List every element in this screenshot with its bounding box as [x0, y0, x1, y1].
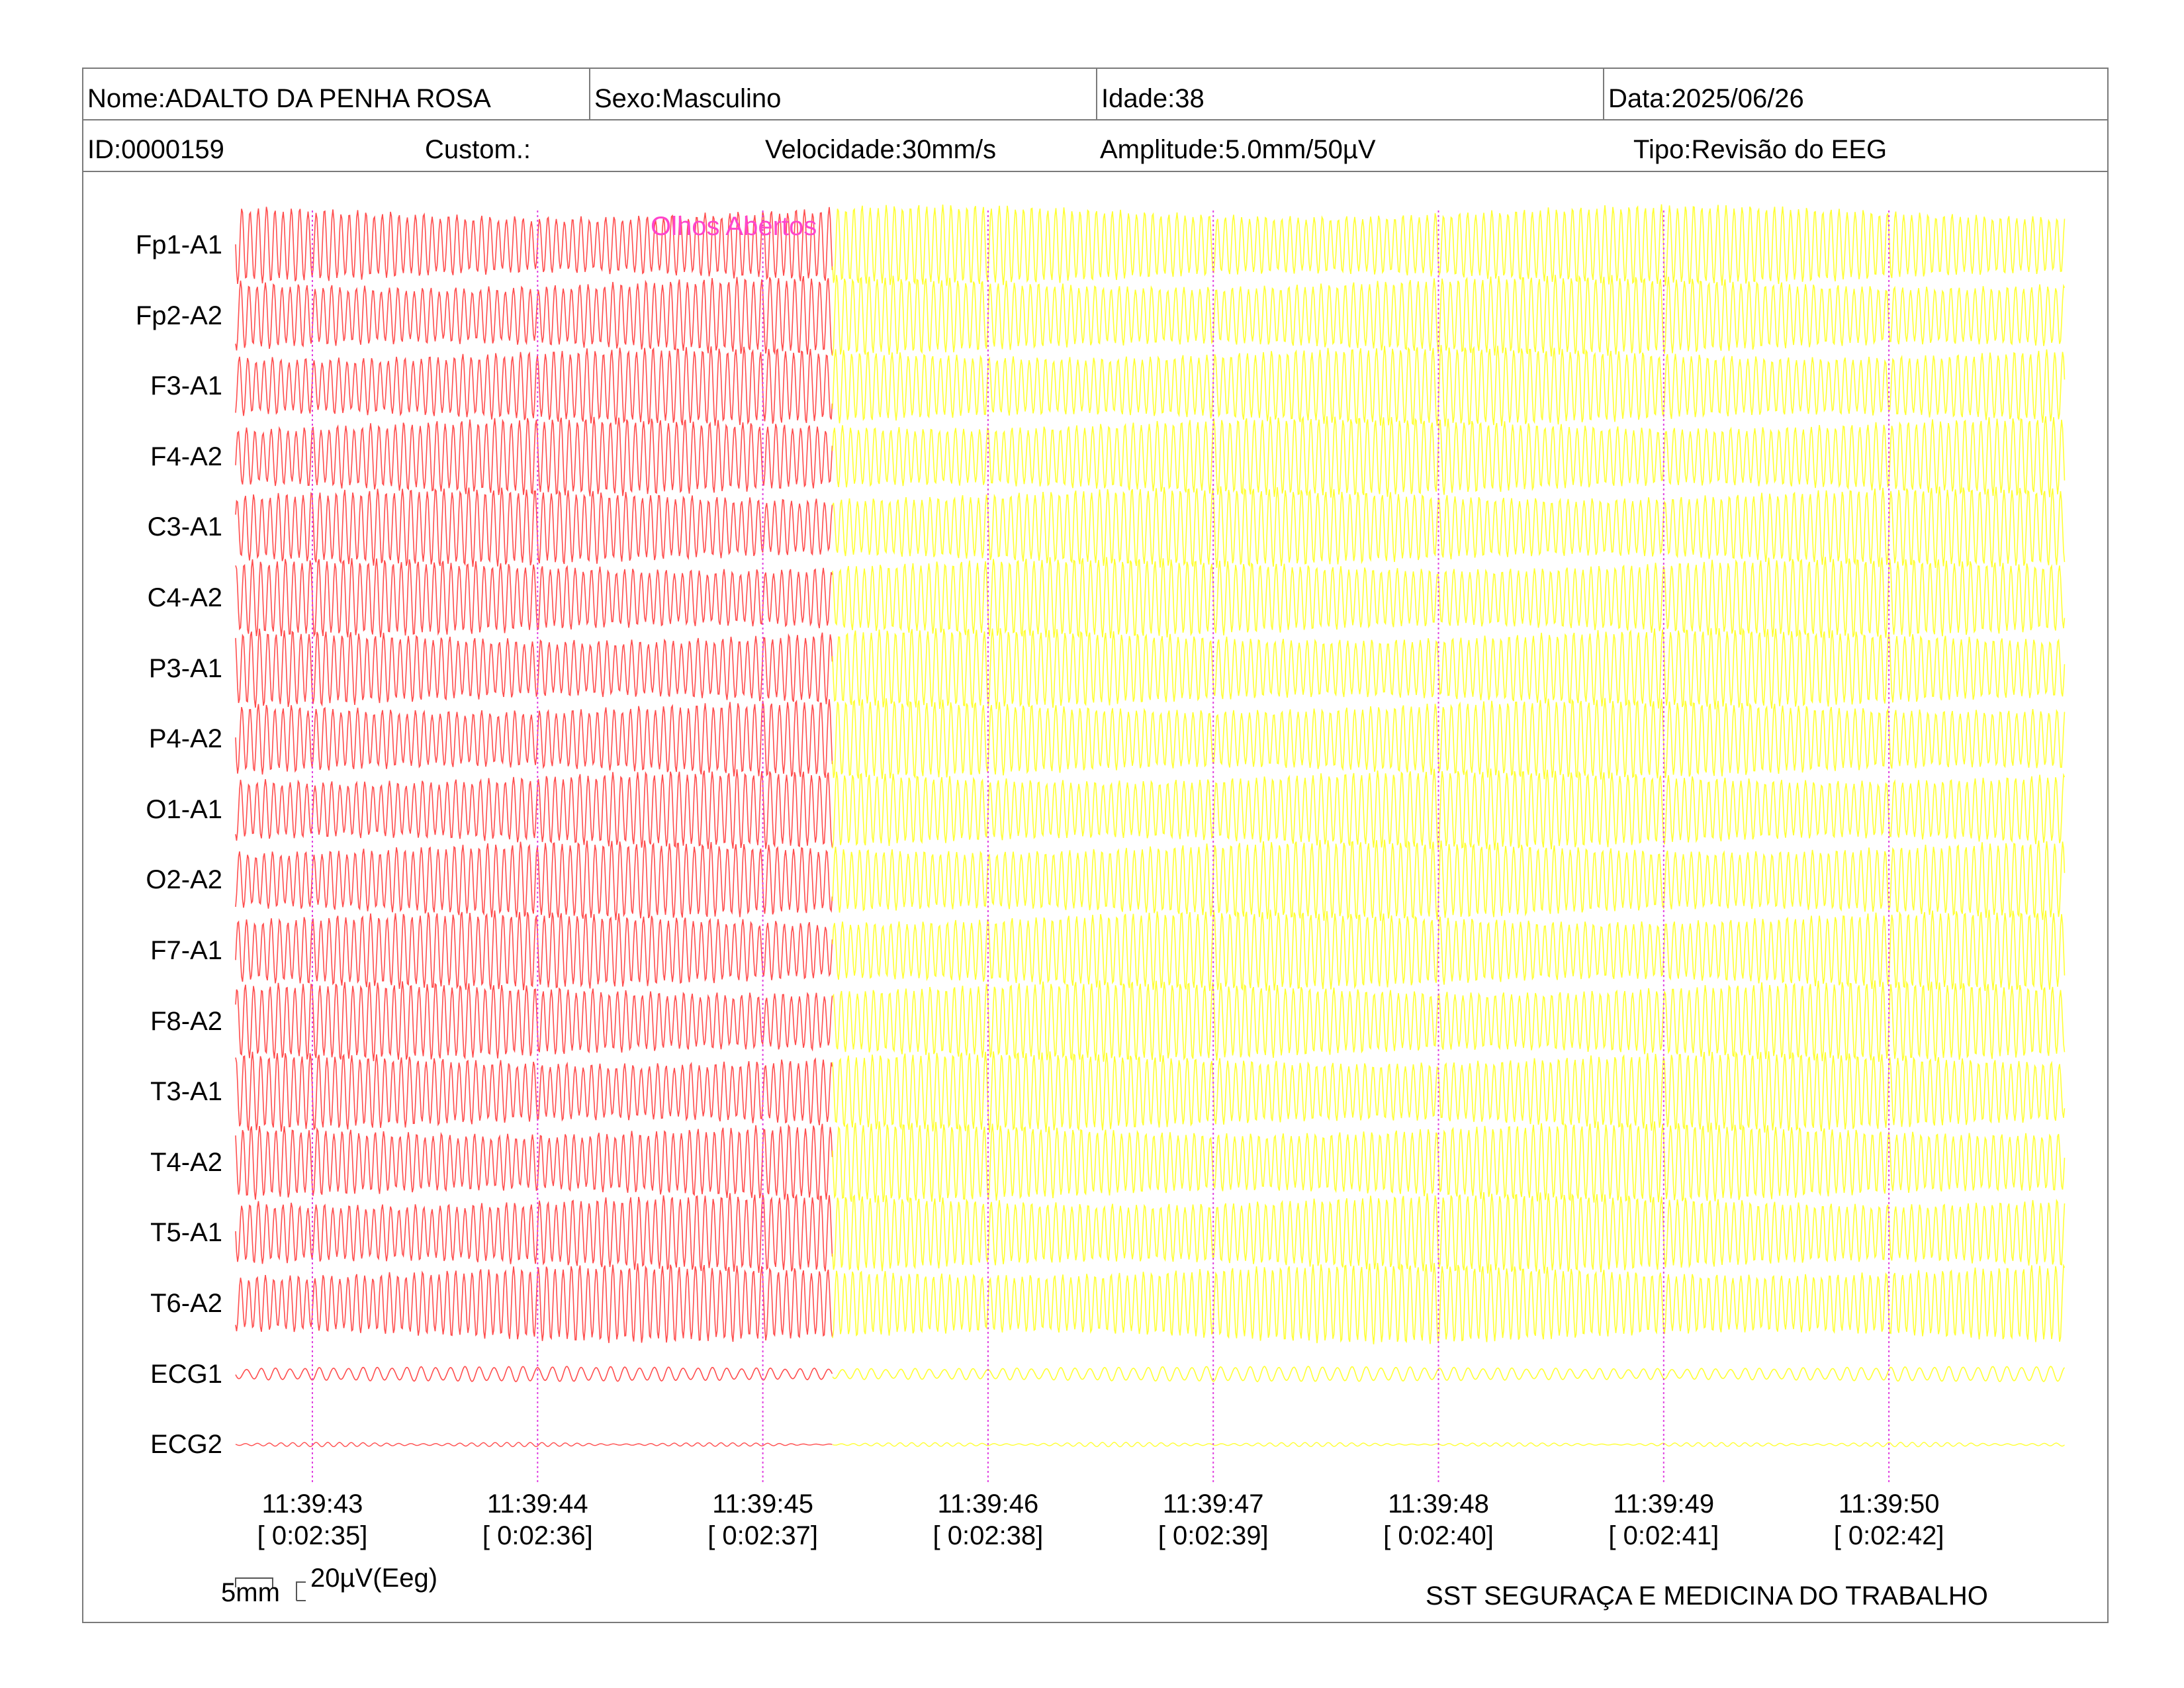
time-clock-label: 11:39:45	[712, 1489, 813, 1519]
channel-label: P4-A2	[148, 724, 222, 754]
channel-label: T4-A2	[150, 1147, 222, 1177]
annotation-label: Olhos Abertos	[651, 212, 817, 241]
channel-label: T3-A1	[150, 1077, 222, 1107]
eeg-trace-segment	[832, 1192, 2066, 1274]
eeg-trace-segment	[832, 910, 2066, 992]
eeg-trace-segment	[235, 699, 833, 778]
time-clock-label: 11:39:50	[1838, 1489, 1940, 1519]
eeg-trace-segment	[832, 275, 2066, 357]
eeg-trace-segment	[832, 1121, 2066, 1203]
channel-label: T5-A1	[150, 1218, 222, 1248]
channel-label: P3-A1	[148, 653, 222, 683]
time-elapsed-label: [ 0:02:42]	[1833, 1521, 1944, 1550]
channel-label: ECG1	[150, 1359, 222, 1389]
eeg-trace-segment	[235, 1051, 833, 1132]
exam-date: Data:2025/06/26	[1603, 69, 2109, 119]
patient-age: Idade:38	[1096, 69, 1603, 119]
eeg-trace-segment	[235, 276, 833, 355]
eeg-trace-segment	[235, 487, 833, 567]
scale-amplitude-label: 20µV(Eeg)	[310, 1564, 438, 1593]
channel-label: T6-A2	[150, 1289, 222, 1318]
eeg-trace-segment	[235, 346, 833, 426]
channel-label: O2-A2	[146, 865, 222, 895]
eeg-trace-segment	[235, 910, 833, 990]
eeg-trace-segment	[235, 981, 833, 1062]
channel-label: F8-A2	[150, 1006, 222, 1036]
channel-label: ECG2	[150, 1430, 222, 1460]
amplitude-setting: Amplitude:5.0mm/50µV	[1100, 135, 1376, 164]
channel-label: F3-A1	[150, 371, 222, 401]
eeg-trace-segment	[235, 1193, 833, 1273]
channel-label: C3-A1	[147, 512, 222, 542]
time-clock-label: 11:39:46	[937, 1489, 1039, 1519]
eeg-trace-segment	[235, 207, 833, 285]
ecg-trace-segment	[235, 1366, 833, 1382]
eeg-trace-segment	[235, 416, 833, 496]
eeg-trace-segment	[832, 839, 2066, 921]
channel-label: C4-A2	[147, 583, 222, 612]
eeg-trace-segment	[235, 840, 833, 921]
eeg-trace-segment	[235, 769, 833, 849]
time-elapsed-label: [ 0:02:37]	[707, 1521, 818, 1550]
patient-id: ID:0000159	[87, 135, 224, 164]
eeg-trace-segment	[832, 769, 2066, 851]
header-row-patient: Nome:ADALTO DA PENHA ROSA Sexo:Masculino…	[83, 69, 2107, 120]
time-clock-label: 11:39:44	[486, 1489, 588, 1519]
eeg-trace-segment	[235, 628, 833, 708]
speed-setting: Velocidade:30mm/s	[765, 135, 997, 164]
ecg-trace-segment	[832, 1366, 2066, 1383]
patient-name: Nome:ADALTO DA PENHA ROSA	[87, 84, 491, 113]
scale-bar	[235, 1577, 306, 1601]
ecg-trace-segment	[235, 1442, 833, 1448]
time-clock-label: 11:39:47	[1162, 1489, 1264, 1519]
time-elapsed-label: [ 0:02:41]	[1608, 1521, 1719, 1550]
eeg-trace-segment	[832, 698, 2066, 780]
eeg-trace-segment	[832, 557, 2066, 639]
time-elapsed-label: [ 0:02:40]	[1383, 1521, 1494, 1550]
channel-label: Fp2-A2	[135, 301, 222, 330]
eeg-trace-segment	[832, 486, 2066, 568]
eeg-trace-segment	[235, 1123, 833, 1201]
time-elapsed-label: [ 0:02:39]	[1158, 1521, 1269, 1550]
eeg-trace-segment	[832, 204, 2066, 286]
time-clock-label: 11:39:48	[1388, 1489, 1489, 1519]
footer-company: SST SEGURAÇA E MEDICINA DO TRABALHO	[1426, 1581, 1988, 1611]
channel-label: O1-A1	[146, 794, 222, 824]
channel-label: Fp1-A1	[135, 230, 222, 259]
ecg-trace-segment	[832, 1442, 2065, 1448]
eeg-trace-segment	[832, 416, 2066, 498]
eeg-trace-segment	[832, 345, 2066, 427]
eeg-trace-segment	[235, 1263, 833, 1343]
eeg-trace-segment	[235, 558, 833, 637]
time-clock-label: 11:39:49	[1613, 1489, 1715, 1519]
eeg-report: Nome:ADALTO DA PENHA ROSA Sexo:Masculino…	[82, 68, 2109, 1623]
time-elapsed-label: [ 0:02:35]	[257, 1521, 368, 1550]
eeg-trace-segment	[832, 1051, 2066, 1133]
header-row-exam: ID:0000159 Custom.: Velocidade:30mm/s Am…	[83, 120, 2107, 172]
time-elapsed-label: [ 0:02:38]	[933, 1521, 1044, 1550]
time-elapsed-label: [ 0:02:36]	[482, 1521, 593, 1550]
scale-time-label: 5mm	[221, 1578, 280, 1607]
channel-label: F7-A1	[150, 936, 222, 965]
exam-type: Tipo:Revisão do EEG	[1633, 135, 1888, 164]
patient-sex: Sexo:Masculino	[589, 69, 1096, 119]
eeg-trace-segment	[832, 627, 2066, 710]
channel-label: F4-A2	[150, 442, 222, 471]
custom-field: Custom.:	[425, 135, 531, 164]
time-clock-label: 11:39:43	[261, 1489, 363, 1519]
eeg-trace-segment	[832, 980, 2066, 1062]
eeg-trace-segment	[832, 1262, 2066, 1344]
